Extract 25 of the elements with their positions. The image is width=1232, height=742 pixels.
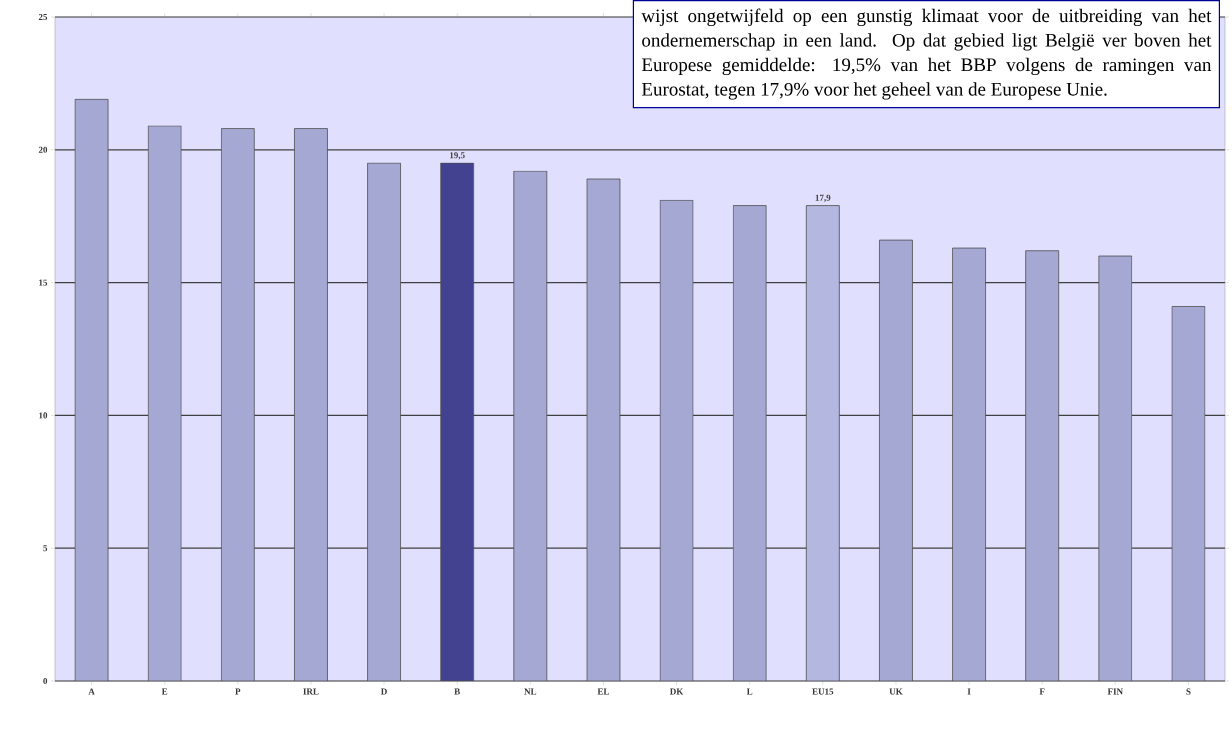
x-tick-label: EL	[597, 688, 610, 695]
annotation: wijst ongetwijfeld op een gunstig klimaat voor de uitbreiding van het ondernemerschap in een land. Op dat gebied ligt België ver boven het Europese gemiddelde: 19,5% van het BBP volgens de ramingen van Eurostat, tegen 17,9% voor het geheel van de Europese Unie.	[641, 8, 1212, 100]
x-tick-label: A	[88, 688, 95, 695]
y-tick-label: 10	[39, 412, 48, 419]
x-tick-label: P	[235, 688, 241, 695]
y-tick-label: 20	[38, 146, 48, 153]
x-tick-label: UK	[889, 688, 903, 695]
x-tick-label: NL	[524, 688, 537, 695]
x-tick-label: I	[967, 688, 971, 695]
data-label: 17,9	[815, 194, 831, 203]
y-tick-label: 25	[38, 13, 48, 21]
x-tick-label: IRL	[303, 688, 319, 695]
x-tick-label: S	[1186, 688, 1191, 695]
x-tick-label: EU15	[812, 688, 834, 695]
y-tick-label: 0	[43, 677, 48, 685]
x-tick-label: FIN	[1107, 688, 1123, 695]
x-tick-label: E	[161, 688, 168, 695]
x-tick-label: B	[454, 688, 460, 695]
x-tick-label: DK	[669, 688, 684, 695]
x-tick-label: D	[380, 688, 387, 695]
data-label: 19,5	[450, 152, 465, 160]
y-tick-label: 15	[39, 279, 48, 286]
x-tick-label: L	[746, 688, 753, 695]
y-tick-label: 5	[43, 545, 48, 552]
x-tick-label: F	[1039, 688, 1045, 695]
